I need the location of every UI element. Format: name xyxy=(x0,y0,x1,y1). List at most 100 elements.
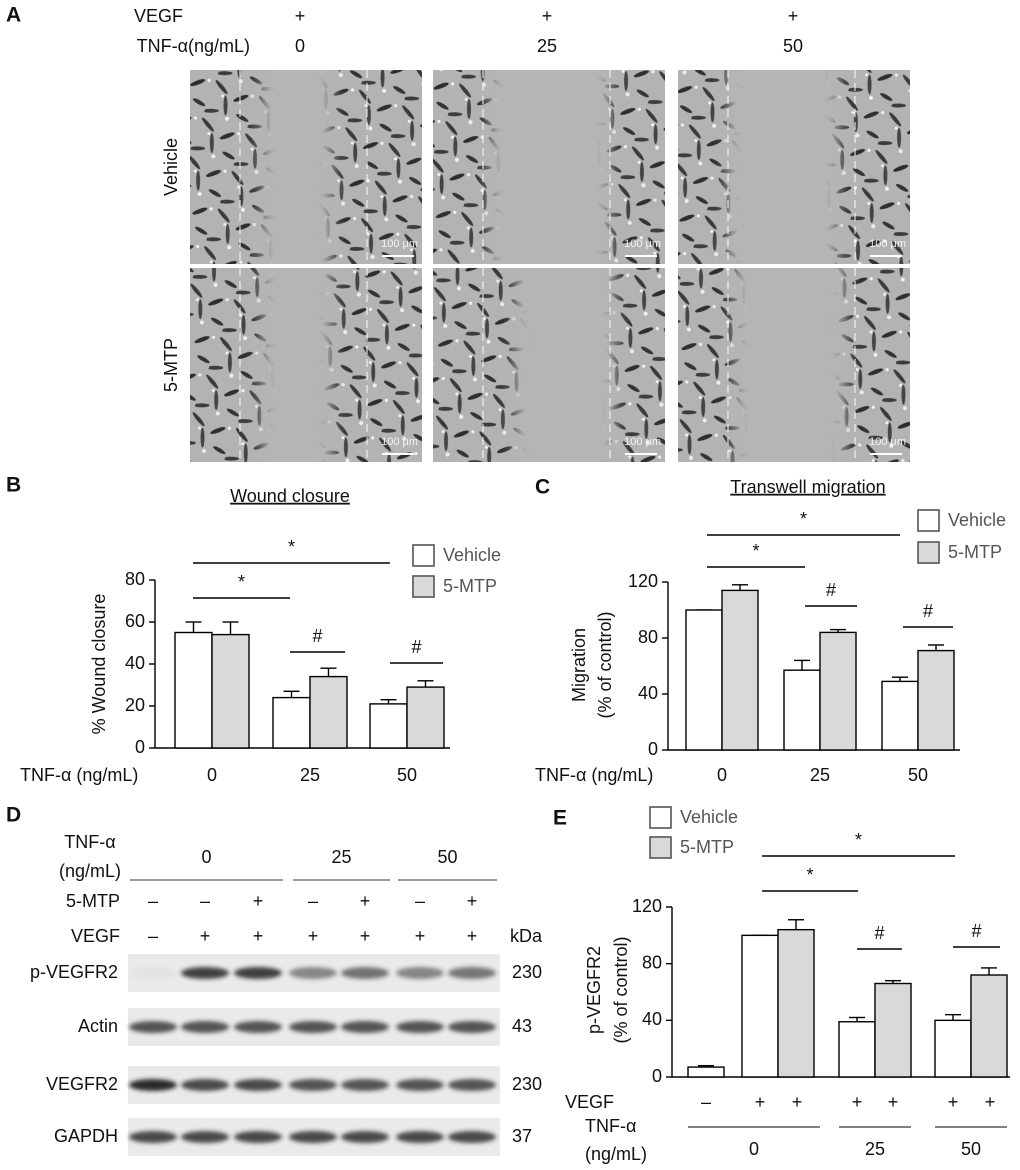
blot-band xyxy=(129,1079,177,1091)
bar xyxy=(369,703,408,749)
blot-kda: 43 xyxy=(512,1016,532,1036)
significance-mark: * xyxy=(752,541,759,561)
header-value: 25 xyxy=(537,36,557,56)
y-tick-label: 0 xyxy=(652,1066,662,1086)
header-value: 50 xyxy=(783,36,803,56)
bar xyxy=(687,1066,725,1078)
blot-band xyxy=(289,967,337,979)
significance-mark: * xyxy=(238,572,245,592)
significance-mark: # xyxy=(411,637,421,657)
x-tick-label: 0 xyxy=(749,1139,759,1159)
blot-band xyxy=(289,1021,337,1033)
bar xyxy=(211,633,250,749)
blot-band xyxy=(448,1079,496,1091)
blot-band xyxy=(341,1079,389,1091)
row-mark: – xyxy=(148,891,158,911)
wound-gap xyxy=(490,70,610,264)
micrograph: 100 μm xyxy=(433,268,665,462)
blot-band xyxy=(234,967,282,979)
y-axis-label: (% of control) xyxy=(611,936,631,1043)
y-tick-label: 80 xyxy=(638,627,658,647)
x-tick-label: 25 xyxy=(810,765,830,785)
row-mark: – xyxy=(308,891,318,911)
y-tick-label: 80 xyxy=(642,952,662,972)
row-mark: + xyxy=(200,926,211,946)
row-mark: – xyxy=(415,891,425,911)
y-axis-label: (% of control) xyxy=(595,611,615,718)
y-tick-label: 0 xyxy=(135,737,145,757)
legend-swatch xyxy=(412,575,435,598)
row-label: 5-MTP xyxy=(66,891,120,911)
blot-band xyxy=(341,967,389,979)
blot-band xyxy=(396,1131,444,1143)
legend-label: Vehicle xyxy=(680,807,738,827)
tnf-group: 25 xyxy=(331,847,351,867)
row-mark: – xyxy=(148,926,158,946)
scale-bar-label: 100 μm xyxy=(869,436,906,448)
x-tick-label: 0 xyxy=(717,765,727,785)
micrograph-image: 100 μm xyxy=(678,70,910,264)
significance-mark: * xyxy=(288,537,295,557)
header-label: VEGF xyxy=(134,6,183,26)
legend-swatch xyxy=(412,544,435,567)
blot-label: p-VEGFR2 xyxy=(30,962,118,982)
micrograph: 100 μm xyxy=(190,268,422,462)
row-mark: + xyxy=(253,891,264,911)
y-tick-label: 20 xyxy=(125,695,145,715)
bar xyxy=(934,1019,972,1078)
row-mark: + xyxy=(360,926,371,946)
bar xyxy=(406,686,445,749)
row-mark: – xyxy=(200,891,210,911)
wound-gap xyxy=(515,268,615,462)
row-label: VEGF xyxy=(71,926,120,946)
significance-mark: # xyxy=(312,626,322,646)
bar xyxy=(721,589,759,751)
bar xyxy=(174,631,213,749)
bar xyxy=(783,669,821,751)
blot-band xyxy=(129,967,177,979)
bar xyxy=(272,696,311,749)
blot-band xyxy=(234,1079,282,1091)
blot-band xyxy=(341,1131,389,1143)
scale-bar-label: 100 μm xyxy=(624,436,661,448)
vegf-mark: + xyxy=(948,1092,959,1112)
significance-mark: * xyxy=(855,830,862,850)
blot-kda: 230 xyxy=(512,962,542,982)
y-tick-label: 40 xyxy=(638,683,658,703)
legend-swatch xyxy=(649,806,672,829)
header-value: + xyxy=(295,6,306,26)
legend-label: 5-MTP xyxy=(948,542,1002,562)
wound-gap xyxy=(735,268,845,462)
blot-band xyxy=(289,1131,337,1143)
scale-bar-label: 100 μm xyxy=(624,238,661,250)
wound-gap xyxy=(262,268,332,462)
x-tick-label: 0 xyxy=(207,765,217,785)
blot-kda: 37 xyxy=(512,1126,532,1146)
x-tick-label: 50 xyxy=(397,765,417,785)
x-tick-label: 25 xyxy=(865,1139,885,1159)
bar xyxy=(819,631,857,751)
row-mark: + xyxy=(308,926,319,946)
bar xyxy=(685,609,723,751)
y-tick-label: 0 xyxy=(648,739,658,759)
y-tick-label: 80 xyxy=(125,569,145,589)
legend-swatch xyxy=(917,509,940,532)
legend-swatch xyxy=(917,541,940,564)
x-axis-label: (ng/mL) xyxy=(585,1144,647,1164)
vegf-mark: + xyxy=(985,1092,996,1112)
x-tick-label: 50 xyxy=(961,1139,981,1159)
legend-label: Vehicle xyxy=(443,545,501,565)
header-value: 0 xyxy=(295,36,305,56)
vegf-label: VEGF xyxy=(565,1092,614,1112)
blot-kda: 230 xyxy=(512,1074,542,1094)
micrograph-image: 100 μm xyxy=(433,268,665,462)
legend-label: Vehicle xyxy=(948,510,1006,530)
row-mark: + xyxy=(415,926,426,946)
blot-band xyxy=(396,1079,444,1091)
blot-band xyxy=(234,1021,282,1033)
significance-mark: # xyxy=(826,580,836,600)
scale-bar-label: 100 μm xyxy=(869,238,906,250)
legend-label: 5-MTP xyxy=(680,837,734,857)
panel-label: E xyxy=(553,807,567,830)
significance-mark: # xyxy=(874,923,884,943)
